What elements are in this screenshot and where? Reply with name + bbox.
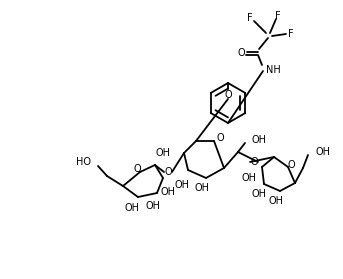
Text: F: F bbox=[247, 13, 253, 23]
Text: O: O bbox=[250, 157, 258, 167]
Text: O: O bbox=[133, 164, 141, 174]
Text: F: F bbox=[288, 29, 294, 39]
Text: OH: OH bbox=[145, 201, 161, 211]
Text: HO: HO bbox=[76, 157, 91, 167]
Text: OH: OH bbox=[315, 147, 330, 157]
Text: NH: NH bbox=[266, 65, 281, 75]
Text: O: O bbox=[287, 160, 295, 170]
Text: O: O bbox=[216, 133, 224, 143]
Text: OH: OH bbox=[125, 203, 140, 213]
Text: OH: OH bbox=[175, 180, 189, 190]
Text: O: O bbox=[224, 90, 232, 100]
Text: OH: OH bbox=[161, 187, 176, 197]
Text: O: O bbox=[164, 167, 172, 177]
Text: OH: OH bbox=[269, 196, 284, 206]
Text: OH: OH bbox=[252, 135, 267, 145]
Text: OH: OH bbox=[251, 189, 267, 199]
Text: OH: OH bbox=[194, 183, 210, 193]
Text: F: F bbox=[275, 11, 281, 21]
Text: OH: OH bbox=[241, 173, 256, 183]
Text: OH: OH bbox=[155, 148, 170, 158]
Text: O: O bbox=[237, 48, 245, 58]
